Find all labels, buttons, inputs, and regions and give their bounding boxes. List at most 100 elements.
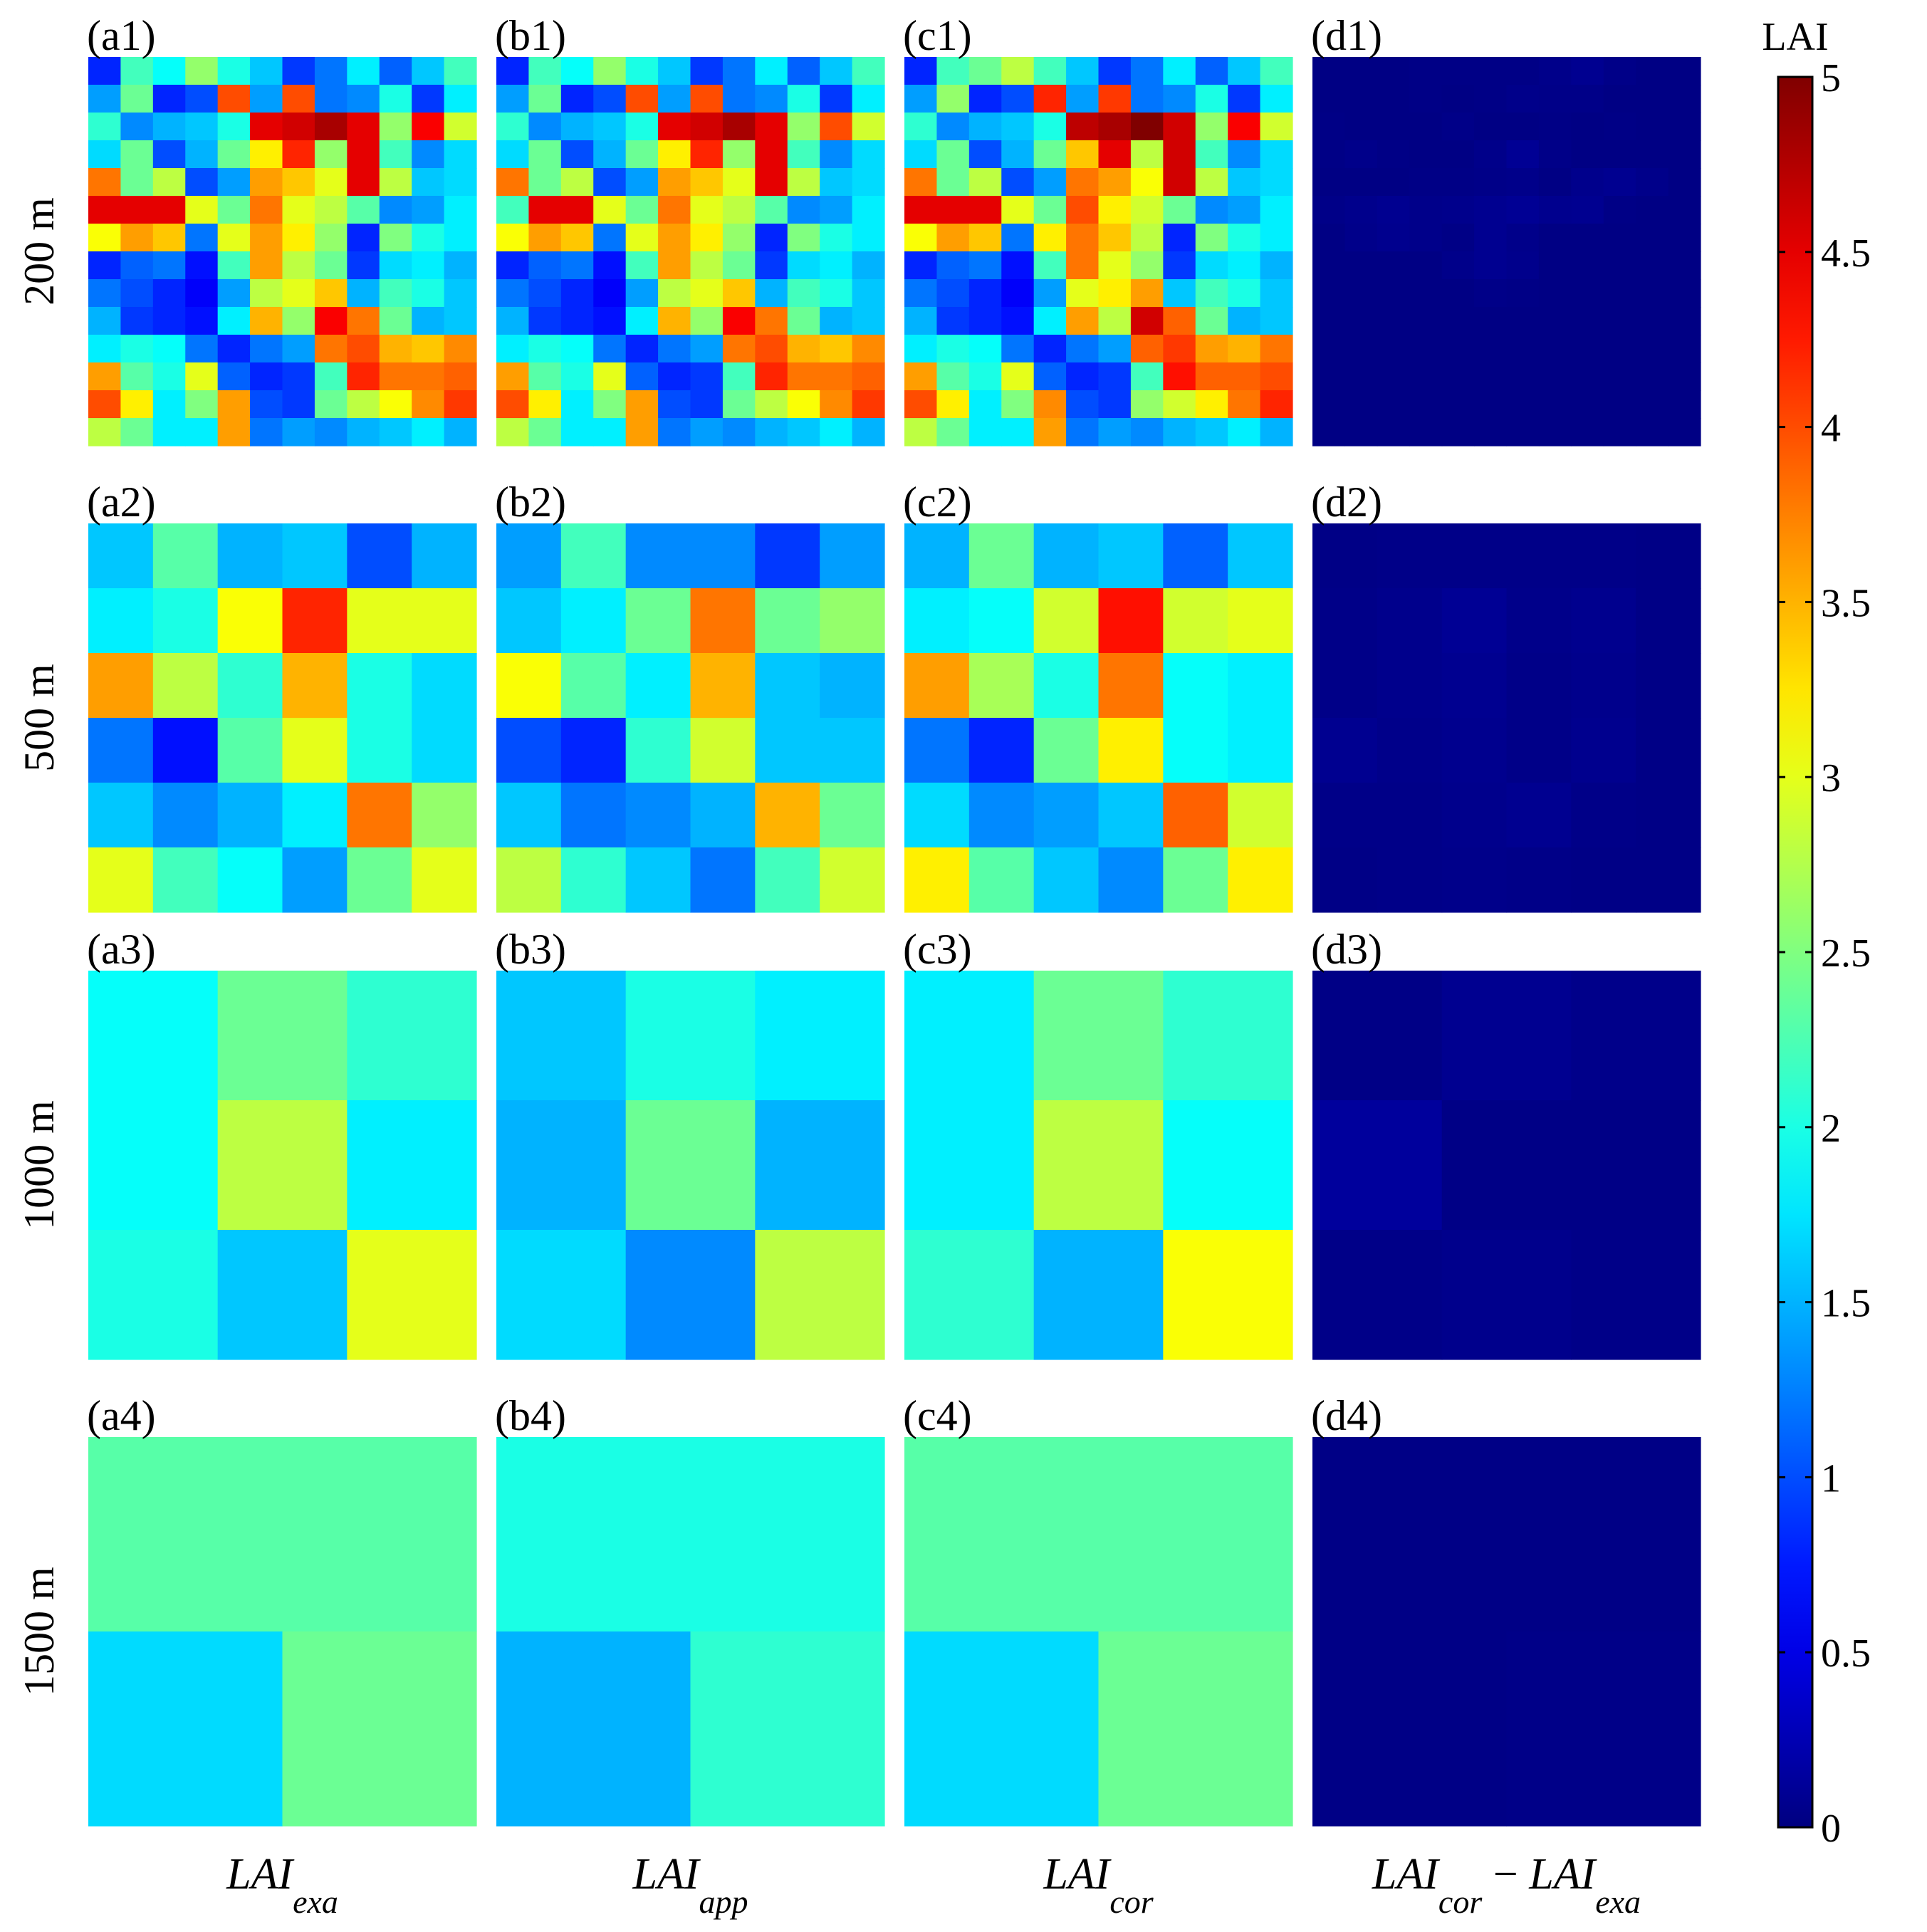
heatmap-cell	[185, 196, 219, 224]
heatmap-cell	[1312, 971, 1443, 1101]
heatmap-cell	[1098, 196, 1132, 224]
heatmap-cell	[820, 390, 853, 419]
heatmap-cell	[1033, 168, 1067, 197]
heatmap-cell	[658, 279, 691, 308]
heatmap-cell	[820, 523, 885, 589]
heatmap-cell	[282, 307, 315, 335]
colorbar-title: LAI	[1762, 15, 1828, 59]
heatmap-cell	[347, 783, 412, 848]
heatmap-cell	[1441, 224, 1475, 252]
heatmap-cell	[1344, 224, 1378, 252]
heatmap-cell	[1098, 418, 1132, 447]
heatmap-cell	[722, 196, 756, 224]
heatmap-cell	[1260, 251, 1293, 280]
heatmap-cell	[1344, 57, 1378, 85]
heatmap-cell	[1195, 113, 1228, 141]
heatmap-cell	[1195, 251, 1228, 280]
heatmap-cell	[1195, 390, 1228, 419]
heatmap-cell	[1636, 168, 1669, 197]
heatmap-cell	[1066, 307, 1100, 335]
heatmap-cell	[690, 307, 724, 335]
heatmap-cell	[152, 783, 219, 848]
heatmap-cell	[314, 251, 348, 280]
heatmap-cell	[1312, 57, 1346, 85]
heatmap-cell	[593, 85, 627, 113]
heatmap-cell	[152, 390, 186, 419]
heatmap-cell	[1603, 168, 1636, 197]
heatmap-cell	[625, 251, 659, 280]
heatmap-cell	[1163, 57, 1196, 85]
heatmap-cell	[1474, 390, 1508, 419]
heatmap-cell	[1033, 971, 1164, 1101]
heatmap-cell	[1571, 168, 1604, 197]
heatmap-cell	[820, 279, 853, 308]
colorbar-tick-label: 2.5	[1821, 931, 1871, 976]
heatmap-cell	[1260, 390, 1293, 419]
heatmap-cell	[412, 57, 445, 85]
heatmap-cell	[625, 362, 659, 391]
heatmap-cell	[412, 847, 477, 913]
heatmap-cell	[560, 588, 627, 654]
heatmap-cell	[1603, 224, 1636, 252]
heatmap-cell	[1195, 307, 1228, 335]
heatmap-cell	[690, 588, 756, 654]
row-labels: 200 m 500 m 1000 m 1500 m	[16, 197, 63, 1696]
heatmap-cell	[347, 718, 412, 783]
heatmap-cell	[1668, 224, 1701, 252]
heatmap-cell	[593, 196, 627, 224]
heatmap-cell	[496, 1631, 691, 1827]
heatmap-cell	[1441, 971, 1572, 1101]
heatmap-cell	[314, 168, 348, 197]
heatmap-cell	[314, 362, 348, 391]
panel-label: (b1)	[495, 12, 566, 59]
heatmap-cell	[690, 113, 724, 141]
heatmap-cell	[282, 847, 348, 913]
heatmap-cell	[1001, 335, 1035, 363]
heatmap-cell	[1506, 307, 1540, 335]
heatmap-cell	[496, 1100, 627, 1231]
heatmap-cell	[787, 279, 820, 308]
heatmap-cell	[560, 196, 594, 224]
heatmap-cell	[1130, 196, 1164, 224]
heatmap-cell	[1098, 85, 1132, 113]
heatmap-cell	[904, 251, 938, 280]
heatmap-cell	[690, 523, 756, 589]
heatmap-cell	[1409, 113, 1443, 141]
heatmap-cell	[625, 783, 691, 848]
heatmap-cell	[1344, 279, 1378, 308]
heatmap-cell	[282, 168, 315, 197]
row-label: 200 m	[16, 197, 63, 306]
column-label: LAIcor − LAIexa	[1372, 1850, 1641, 1920]
heatmap-cell	[217, 307, 251, 335]
heatmap-cell	[120, 362, 154, 391]
heatmap-cell	[185, 279, 219, 308]
heatmap-cell	[1001, 85, 1035, 113]
panel-a1: (a1)	[87, 12, 477, 447]
heatmap-cell	[1228, 588, 1293, 654]
heatmap-cell	[755, 85, 788, 113]
heatmap-cell	[560, 653, 627, 719]
heatmap-cell	[1195, 224, 1228, 252]
column-label: LAIexa	[226, 1850, 338, 1920]
heatmap-cell	[185, 251, 219, 280]
heatmap-cell	[968, 335, 1002, 363]
heatmap-cell	[1668, 362, 1701, 391]
heatmap-cell	[120, 140, 154, 169]
heatmap-cell	[968, 307, 1002, 335]
heatmap-cell	[852, 85, 885, 113]
heatmap-cell	[1603, 196, 1636, 224]
heatmap-cell	[625, 168, 659, 197]
heatmap-cell	[217, 653, 283, 719]
heatmap-cell	[347, 588, 412, 654]
heatmap-cell	[120, 335, 154, 363]
heatmap-cell	[852, 251, 885, 280]
heatmap-cell	[444, 362, 477, 391]
heatmap-cell	[722, 418, 756, 447]
heatmap-cell	[1636, 847, 1701, 913]
heatmap-cell	[1163, 224, 1196, 252]
heatmap-cell	[347, 1100, 477, 1231]
heatmap-cell	[1571, 224, 1604, 252]
heatmap-cell	[1228, 847, 1293, 913]
heatmap-cell	[658, 335, 691, 363]
panel-label: (a1)	[87, 12, 156, 59]
